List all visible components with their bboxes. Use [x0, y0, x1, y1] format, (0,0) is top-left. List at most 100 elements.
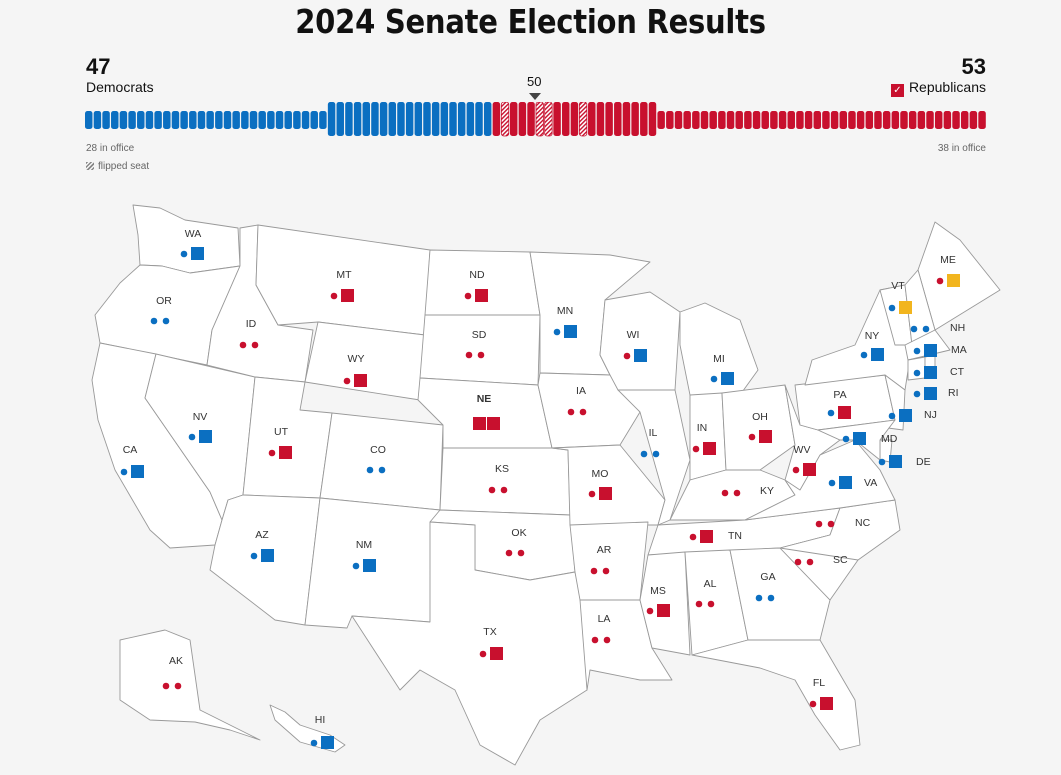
- seat-segment: [683, 111, 691, 129]
- race-square[interactable]: [820, 697, 833, 710]
- race-square[interactable]: [475, 289, 488, 302]
- seat-segment: [605, 102, 613, 136]
- race-square[interactable]: [924, 366, 937, 379]
- state-ga[interactable]: [729, 547, 831, 641]
- state-wi[interactable]: [599, 291, 681, 391]
- state-ks[interactable]: [439, 447, 571, 516]
- state-mi[interactable]: [679, 302, 759, 396]
- state-label-oh: OH: [752, 411, 768, 423]
- seat-dot: [378, 466, 386, 474]
- seat-segment: [145, 111, 154, 129]
- seat-segment: [926, 111, 934, 129]
- race-square[interactable]: [354, 374, 367, 387]
- state-label-ar: AR: [597, 544, 612, 556]
- race-square[interactable]: [487, 417, 500, 430]
- state-va[interactable]: [744, 439, 896, 521]
- race-square[interactable]: [853, 432, 866, 445]
- seat-segment: [830, 111, 839, 129]
- race-square[interactable]: [889, 455, 902, 468]
- seat-dot: [652, 450, 660, 458]
- seat-segment: [492, 102, 501, 136]
- state-label-az: AZ: [255, 529, 269, 541]
- seat-segment: [449, 102, 457, 136]
- race-square[interactable]: [191, 247, 204, 260]
- seat-dot: [590, 567, 598, 575]
- state-ak[interactable]: [119, 629, 261, 741]
- seat-segment: [241, 111, 249, 129]
- race-square[interactable]: [924, 344, 937, 357]
- state-label-ny: NY: [865, 330, 880, 342]
- seat-segment: [171, 111, 180, 129]
- race-square[interactable]: [131, 465, 144, 478]
- seat-dot: [343, 377, 351, 385]
- state-tx[interactable]: [351, 521, 591, 766]
- race-square[interactable]: [803, 463, 816, 476]
- race-square[interactable]: [703, 442, 716, 455]
- seat-dot: [517, 549, 525, 557]
- state-in[interactable]: [689, 392, 727, 481]
- democrats-tally: 47 Democrats: [86, 56, 154, 96]
- seat-segment: [119, 111, 128, 129]
- state-sd[interactable]: [419, 314, 541, 386]
- seat-dot: [692, 445, 700, 453]
- seat-segment: [596, 102, 605, 136]
- state-wy[interactable]: [304, 321, 426, 401]
- seat-segment: [813, 111, 822, 129]
- seat-segment: [588, 102, 596, 136]
- seat-dot: [842, 435, 850, 443]
- race-square[interactable]: [341, 289, 354, 302]
- race-square[interactable]: [838, 406, 851, 419]
- state-label-mn: MN: [557, 305, 573, 317]
- state-label-wy: WY: [348, 353, 365, 365]
- race-square[interactable]: [924, 387, 937, 400]
- seat-segment: [111, 111, 119, 129]
- seat-dot: [733, 489, 741, 497]
- race-square[interactable]: [871, 348, 884, 361]
- state-ms[interactable]: [639, 551, 691, 656]
- seat-segment: [509, 102, 518, 136]
- race-square[interactable]: [599, 487, 612, 500]
- seat-segment: [908, 111, 917, 129]
- seat-dot: [827, 409, 835, 417]
- state-co[interactable]: [319, 412, 444, 511]
- seat-dot: [767, 594, 775, 602]
- seat-dot: [623, 352, 631, 360]
- race-square[interactable]: [839, 476, 852, 489]
- race-square[interactable]: [657, 604, 670, 617]
- state-nd[interactable]: [424, 249, 541, 316]
- race-square[interactable]: [899, 301, 912, 314]
- state-oh[interactable]: [721, 384, 796, 471]
- race-square[interactable]: [321, 736, 334, 749]
- seat-dot: [806, 558, 814, 566]
- race-square[interactable]: [363, 559, 376, 572]
- seat-segment: [700, 111, 709, 129]
- race-square[interactable]: [564, 325, 577, 338]
- state-ct[interactable]: [907, 356, 926, 381]
- race-square[interactable]: [490, 647, 503, 660]
- race-square[interactable]: [634, 349, 647, 362]
- seat-dot: [640, 450, 648, 458]
- race-square[interactable]: [261, 549, 274, 562]
- seat-dot: [465, 351, 473, 359]
- seat-segment: [640, 102, 648, 136]
- seat-segment: [336, 102, 344, 136]
- seat-dot: [150, 317, 158, 325]
- state-label-sd: SD: [472, 329, 487, 341]
- race-square[interactable]: [473, 417, 486, 430]
- seat-segment: [796, 111, 804, 129]
- race-square[interactable]: [947, 274, 960, 287]
- state-fl[interactable]: [691, 639, 861, 751]
- seat-segment: [726, 111, 735, 129]
- race-square[interactable]: [700, 530, 713, 543]
- race-square[interactable]: [759, 430, 772, 443]
- race-square[interactable]: [899, 409, 912, 422]
- race-square[interactable]: [279, 446, 292, 459]
- seat-segment: [518, 102, 527, 136]
- state-il[interactable]: [617, 389, 691, 526]
- race-square[interactable]: [199, 430, 212, 443]
- seat-segment: [666, 111, 674, 129]
- seat-dot: [913, 390, 921, 398]
- state-label-ri: RI: [948, 387, 959, 399]
- state-ar[interactable]: [569, 521, 649, 601]
- race-square[interactable]: [721, 372, 734, 385]
